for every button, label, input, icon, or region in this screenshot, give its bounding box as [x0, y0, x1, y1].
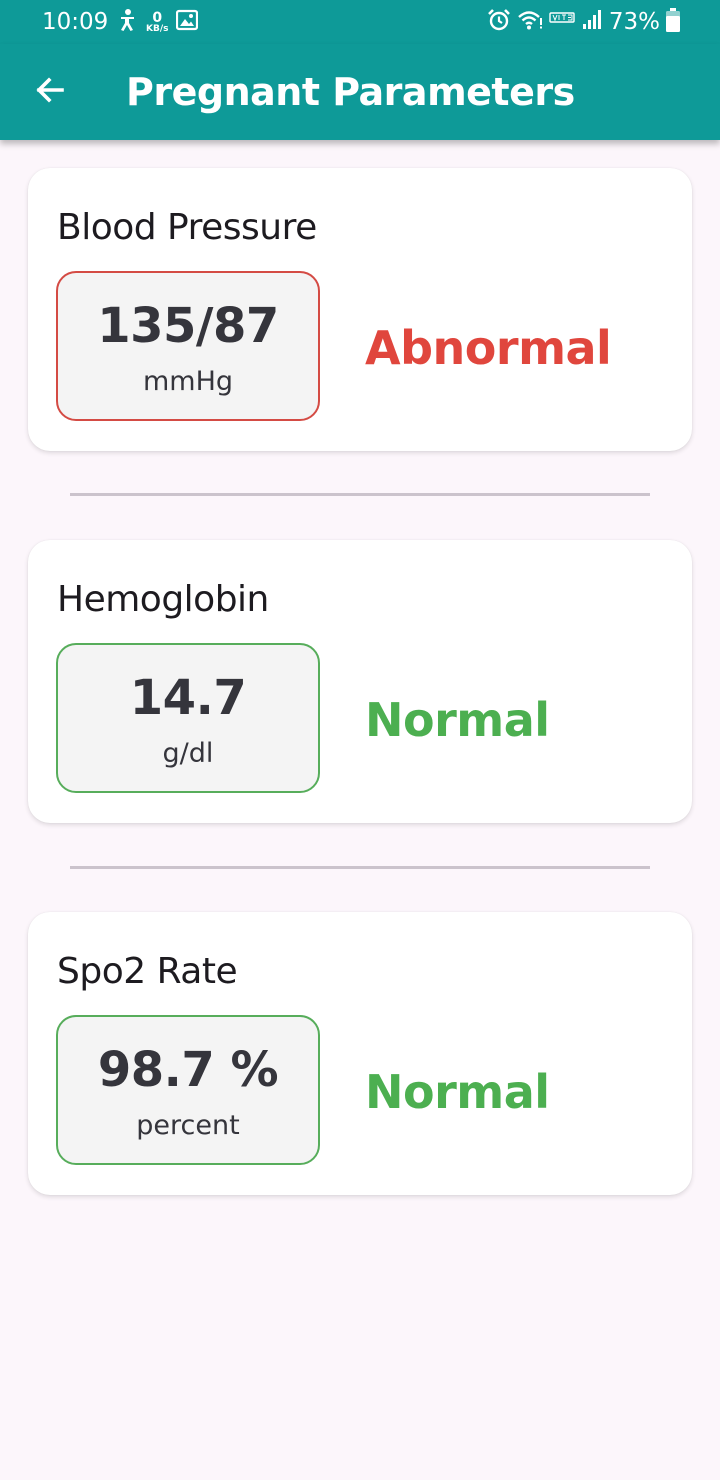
divider	[70, 866, 650, 869]
back-button[interactable]	[22, 68, 78, 116]
parameter-value: 135/87	[97, 298, 279, 354]
divider	[70, 493, 650, 496]
accessibility-icon	[116, 8, 138, 36]
value-box: 98.7 % percent	[56, 1015, 320, 1165]
hemoglobin-card: Hemoglobin 14.7 g/dl Normal	[28, 540, 692, 823]
status-right-icons: 73%	[487, 8, 680, 36]
value-box: 14.7 g/dl	[56, 643, 320, 793]
parameter-value: 14.7	[129, 670, 247, 726]
battery-icon	[666, 8, 680, 36]
status-label: Normal	[365, 1065, 550, 1119]
volte-icon	[549, 10, 575, 34]
spo2-rate-card: Spo2 Rate 98.7 % percent Normal	[28, 912, 692, 1195]
battery-percentage: 73%	[608, 9, 660, 35]
alarm-icon	[487, 8, 511, 36]
card-title: Blood Pressure	[57, 207, 317, 248]
status-label: Abnormal	[365, 321, 612, 375]
parameter-value: 98.7 %	[97, 1042, 279, 1098]
parameter-unit: percent	[136, 1110, 240, 1141]
status-bar: 10:09 0 KB/s	[0, 0, 720, 44]
blood-pressure-card: Blood Pressure 135/87 mmHg Abnormal	[28, 168, 692, 451]
arrow-left-icon	[34, 74, 66, 110]
wifi-icon	[517, 9, 543, 35]
data-speed-unit: KB/s	[146, 23, 169, 34]
card-title: Spo2 Rate	[57, 951, 238, 992]
data-speed-value: 0	[152, 9, 163, 26]
app-bar: Pregnant Parameters	[0, 44, 720, 140]
status-left-icons: 0 KB/s	[116, 8, 199, 36]
page-title: Pregnant Parameters	[126, 70, 575, 114]
image-icon	[176, 9, 199, 35]
status-time: 10:09	[42, 9, 109, 35]
data-speed-indicator: 0 KB/s	[146, 11, 168, 34]
status-label: Normal	[365, 693, 550, 747]
signal-icon	[581, 9, 603, 35]
parameter-unit: mmHg	[142, 366, 234, 397]
value-box: 135/87 mmHg	[56, 271, 320, 421]
card-title: Hemoglobin	[57, 579, 269, 620]
parameter-unit: g/dl	[162, 738, 214, 769]
